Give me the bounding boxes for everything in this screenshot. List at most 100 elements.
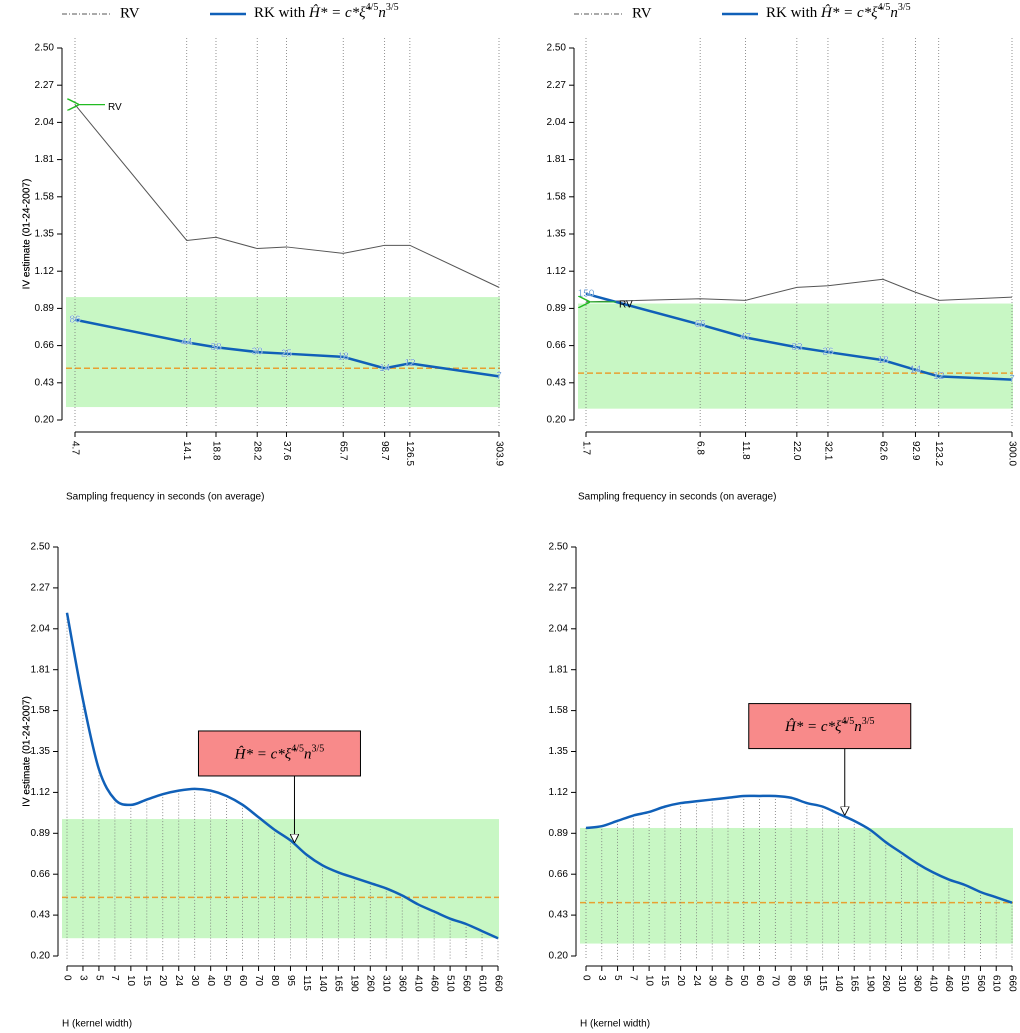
y-tick-label: 0.20 bbox=[31, 951, 51, 962]
x-tick-label: 510 bbox=[444, 975, 455, 992]
band bbox=[62, 819, 499, 939]
y-tick-label: 2.50 bbox=[547, 43, 567, 54]
rv-arrow-label: RV bbox=[619, 300, 633, 311]
x-tick-label: 660 bbox=[1006, 975, 1017, 992]
y-tick-label: 0.43 bbox=[35, 377, 55, 388]
point-label: 66 bbox=[695, 319, 707, 330]
y-axis-title: IV estimate (01-24-2007) bbox=[22, 696, 33, 807]
point-label: 25 bbox=[281, 348, 293, 359]
x-tick-label: 260 bbox=[880, 975, 891, 992]
legend-label: RK with Ĥ* = c*ξ̂4/5n3/5 bbox=[766, 2, 911, 21]
rv-arrow-label: RV bbox=[108, 102, 122, 113]
x-tick-label: 50 bbox=[221, 975, 232, 987]
y-tick-label: 1.35 bbox=[31, 746, 51, 757]
x-tick-label: 24 bbox=[173, 975, 184, 987]
x-tick-label: 80 bbox=[785, 975, 796, 987]
x-tick-label: 140 bbox=[833, 975, 844, 992]
point-label: 14 bbox=[910, 365, 922, 376]
y-tick-label: 0.43 bbox=[549, 910, 569, 921]
x-tick-label: 560 bbox=[460, 975, 471, 992]
y-tick-label: 1.58 bbox=[549, 705, 569, 716]
legend-label: RV bbox=[632, 5, 652, 21]
y-tick-label: 2.04 bbox=[547, 117, 567, 128]
y-tick-label: 2.50 bbox=[549, 542, 569, 553]
x-tick-label: 20 bbox=[157, 975, 168, 987]
x-axis-title: H (kernel width) bbox=[580, 1019, 650, 1030]
y-axis-title: IV estimate (01-24-2007) bbox=[22, 696, 33, 807]
y-tick-label: 0.89 bbox=[547, 303, 567, 314]
point-label: 47 bbox=[740, 332, 752, 343]
band bbox=[580, 827, 1013, 944]
y-tick-label: 0.20 bbox=[549, 951, 569, 962]
x-axis-title: Sampling frequency in seconds (on averag… bbox=[66, 492, 264, 503]
x-tick-label: 165 bbox=[333, 975, 344, 992]
x-tick-label: 5 bbox=[612, 975, 623, 981]
x-tick-label: 62.6 bbox=[877, 441, 888, 461]
y-tick-label: 2.04 bbox=[35, 117, 55, 128]
x-tick-label: 70 bbox=[253, 975, 264, 987]
y-tick-label: 1.81 bbox=[549, 664, 569, 675]
y-tick-label: 1.81 bbox=[547, 154, 567, 165]
y-tick-label: 2.27 bbox=[549, 583, 569, 594]
formula-part: Ĥ* = c*ξ̂ bbox=[234, 746, 298, 763]
annotation-text: Ĥ* = c*ξ̂4/5n3/5 bbox=[784, 716, 875, 735]
x-tick-label: 22.0 bbox=[791, 441, 802, 461]
point-label: 7 bbox=[496, 371, 502, 382]
x-tick-label: 190 bbox=[349, 975, 360, 992]
x-tick-label: 30 bbox=[707, 975, 718, 987]
x-tick-label: 37.6 bbox=[281, 441, 292, 461]
y-tick-label: 1.35 bbox=[549, 746, 569, 757]
x-tick-label: 610 bbox=[476, 975, 487, 992]
y-tick-label: 0.89 bbox=[31, 828, 51, 839]
legend-name: RK with bbox=[766, 5, 818, 21]
y-tick-label: 0.66 bbox=[549, 869, 569, 880]
x-tick-label: 11.8 bbox=[740, 441, 751, 460]
annotation-text: Ĥ* = c*ξ̂4/5n3/5 bbox=[234, 744, 325, 763]
y-tick-label: 1.12 bbox=[547, 266, 567, 277]
x-tick-label: 460 bbox=[429, 975, 440, 992]
y-tick-label: 2.27 bbox=[547, 80, 567, 91]
y-tick-label: 1.81 bbox=[31, 664, 51, 675]
x-tick-label: 303.9 bbox=[493, 441, 504, 466]
formula-part: 4/5 bbox=[878, 2, 891, 13]
y-tick-label: 1.12 bbox=[549, 787, 569, 798]
point-label: 12 bbox=[933, 371, 945, 382]
x-tick-label: 65.7 bbox=[338, 441, 349, 461]
point-label: 150 bbox=[578, 288, 595, 299]
x-tick-label: 310 bbox=[381, 975, 392, 992]
formula-part: Ĥ* = c*ξ̂ bbox=[784, 719, 848, 736]
x-tick-label: 660 bbox=[492, 975, 503, 992]
point-label: 26 bbox=[822, 347, 834, 358]
formula-part: 3/5 bbox=[862, 716, 875, 727]
point-label: 30 bbox=[252, 347, 264, 358]
y-tick-label: 2.50 bbox=[35, 43, 55, 54]
x-tick-label: 410 bbox=[927, 975, 938, 992]
series-line bbox=[585, 794, 1013, 904]
point-label: 14 bbox=[379, 363, 391, 374]
band bbox=[578, 303, 1013, 409]
x-tick-label: 3 bbox=[77, 975, 88, 981]
x-tick-label: 70 bbox=[770, 975, 781, 987]
y-tick-label: 0.43 bbox=[31, 910, 51, 921]
x-tick-label: 15 bbox=[659, 975, 670, 987]
y-tick-label: 0.89 bbox=[35, 303, 55, 314]
y-tick-label: 0.20 bbox=[35, 415, 55, 426]
legend-label: RK with Ĥ* = c*ξ̂4/5n3/5 bbox=[254, 2, 399, 21]
x-tick-label: 6.8 bbox=[695, 441, 706, 455]
x-tick-label: 14.1 bbox=[181, 441, 192, 461]
formula-part: n bbox=[854, 720, 862, 736]
x-tick-label: 0 bbox=[61, 975, 72, 981]
x-tick-label: 360 bbox=[397, 975, 408, 992]
point-label: 38 bbox=[210, 342, 222, 353]
y-tick-label: 0.66 bbox=[547, 340, 567, 351]
y-tick-label: 2.04 bbox=[31, 623, 51, 634]
x-tick-label: 140 bbox=[317, 975, 328, 992]
y-tick-label: 2.04 bbox=[549, 623, 569, 634]
formula-part: n bbox=[890, 5, 898, 21]
x-tick-label: 50 bbox=[738, 975, 749, 987]
x-tick-label: 32.1 bbox=[822, 441, 833, 461]
formula-part: Ĥ* = c*ξ̂ bbox=[308, 4, 372, 21]
x-tick-label: 3 bbox=[596, 975, 607, 981]
x-tick-label: 115 bbox=[817, 975, 828, 991]
